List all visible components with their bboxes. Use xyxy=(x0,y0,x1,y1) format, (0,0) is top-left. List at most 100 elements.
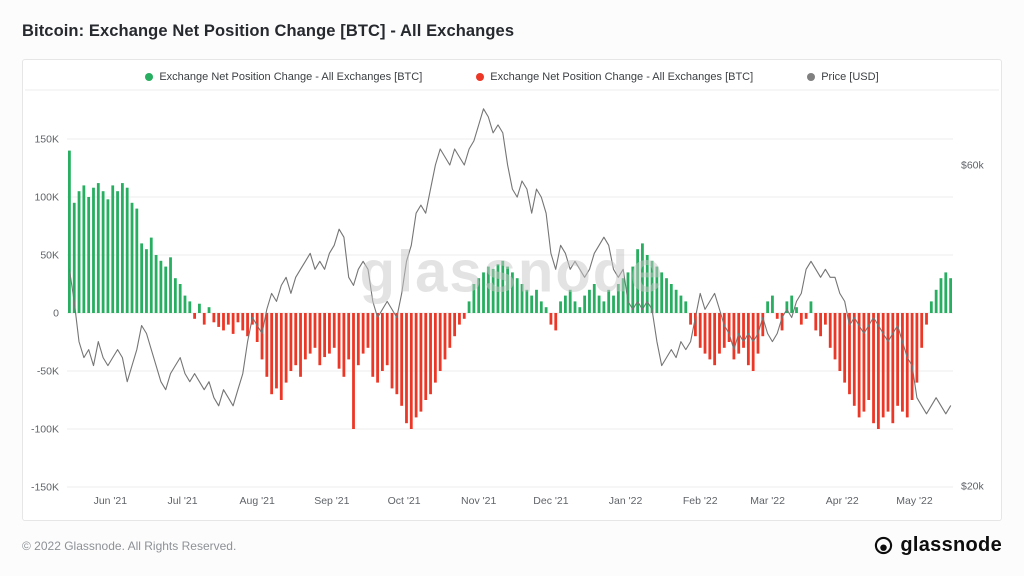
bar[interactable] xyxy=(698,313,702,348)
bar[interactable] xyxy=(255,313,259,342)
bar[interactable] xyxy=(212,313,216,323)
bar[interactable] xyxy=(299,313,302,377)
bar[interactable] xyxy=(496,264,500,313)
bar[interactable] xyxy=(910,313,914,400)
bar[interactable] xyxy=(313,313,317,348)
bar[interactable] xyxy=(891,313,895,424)
bar[interactable] xyxy=(275,313,278,389)
bar[interactable] xyxy=(544,307,548,313)
bar[interactable] xyxy=(337,313,341,369)
bar[interactable] xyxy=(809,301,813,313)
bar[interactable] xyxy=(462,313,466,319)
bar[interactable] xyxy=(472,284,476,313)
bar[interactable] xyxy=(506,266,509,313)
bar[interactable] xyxy=(535,289,538,313)
bar[interactable] xyxy=(848,313,851,395)
bar[interactable] xyxy=(819,313,822,337)
bar[interactable] xyxy=(260,313,264,360)
bar[interactable] xyxy=(270,313,274,395)
bar[interactable] xyxy=(530,295,534,313)
bar[interactable] xyxy=(886,313,890,412)
bar[interactable] xyxy=(92,187,95,313)
bar[interactable] xyxy=(120,183,124,313)
bar[interactable] xyxy=(491,268,495,313)
bar[interactable] xyxy=(626,272,630,313)
bar[interactable] xyxy=(862,313,866,412)
bar[interactable] xyxy=(689,313,692,325)
bar[interactable] xyxy=(621,278,625,313)
bar[interactable] xyxy=(790,295,794,313)
bar[interactable] xyxy=(746,313,750,366)
bar[interactable] xyxy=(650,260,654,313)
bar[interactable] xyxy=(486,266,490,313)
bar[interactable] xyxy=(318,313,322,366)
bar[interactable] xyxy=(636,249,639,313)
bar[interactable] xyxy=(520,284,524,313)
bar[interactable] xyxy=(405,313,408,424)
bar[interactable] xyxy=(703,313,707,354)
bar[interactable] xyxy=(592,284,596,313)
bar[interactable] xyxy=(612,295,615,313)
bar[interactable] xyxy=(568,289,572,313)
bar[interactable] xyxy=(68,150,71,313)
bar[interactable] xyxy=(279,313,283,400)
bar[interactable] xyxy=(101,191,105,313)
bar[interactable] xyxy=(111,185,115,313)
bar[interactable] xyxy=(226,313,230,325)
bar[interactable] xyxy=(294,313,298,366)
bar[interactable] xyxy=(448,313,452,348)
bar[interactable] xyxy=(424,313,428,400)
bar[interactable] xyxy=(674,289,678,313)
bar[interactable] xyxy=(438,313,442,371)
bar[interactable] xyxy=(222,313,225,331)
bar[interactable] xyxy=(289,313,293,371)
bar[interactable] xyxy=(939,278,943,313)
bar[interactable] xyxy=(578,307,582,313)
bar[interactable] xyxy=(727,313,731,342)
bar[interactable] xyxy=(949,278,952,313)
bar[interactable] xyxy=(342,313,346,377)
bar[interactable] xyxy=(308,313,312,354)
bar[interactable] xyxy=(554,313,558,331)
bar[interactable] xyxy=(96,183,100,313)
price-line-path[interactable] xyxy=(68,108,952,415)
bar[interactable] xyxy=(597,295,601,313)
bar[interactable] xyxy=(708,313,712,360)
bar[interactable] xyxy=(785,301,789,313)
bar[interactable] xyxy=(549,313,553,325)
bar[interactable] xyxy=(713,313,717,366)
bar[interactable] xyxy=(515,278,519,313)
bar[interactable] xyxy=(722,313,726,348)
bar[interactable] xyxy=(284,313,288,383)
bar[interactable] xyxy=(72,202,76,313)
bar[interactable] xyxy=(87,197,91,313)
bar[interactable] xyxy=(419,313,423,412)
bar[interactable] xyxy=(896,313,900,406)
bar[interactable] xyxy=(467,301,471,313)
bar[interactable] xyxy=(164,266,168,313)
bar[interactable] xyxy=(641,243,644,313)
bar[interactable] xyxy=(742,313,745,348)
legend-item-price[interactable]: Price [USD] xyxy=(807,71,879,83)
bar[interactable] xyxy=(511,272,514,313)
bar[interactable] xyxy=(183,295,187,313)
legend-item-net-position-negative[interactable]: Exchange Net Position Change - All Excha… xyxy=(476,71,753,83)
bar[interactable] xyxy=(231,313,235,334)
bar[interactable] xyxy=(188,301,192,313)
bar[interactable] xyxy=(876,313,880,429)
bar[interactable] xyxy=(458,313,461,325)
bar[interactable] xyxy=(356,313,360,366)
bar[interactable] xyxy=(178,284,182,313)
bar[interactable] xyxy=(693,313,697,337)
bar[interactable] xyxy=(563,295,567,313)
bar[interactable] xyxy=(145,249,148,313)
bar[interactable] xyxy=(669,284,673,313)
bar[interactable] xyxy=(929,301,933,313)
bar[interactable] xyxy=(173,278,177,313)
bar[interactable] xyxy=(901,313,904,412)
bar[interactable] xyxy=(872,313,875,424)
bar[interactable] xyxy=(482,272,485,313)
bar[interactable] xyxy=(433,313,437,383)
bar[interactable] xyxy=(915,313,919,383)
bar[interactable] xyxy=(761,313,765,337)
